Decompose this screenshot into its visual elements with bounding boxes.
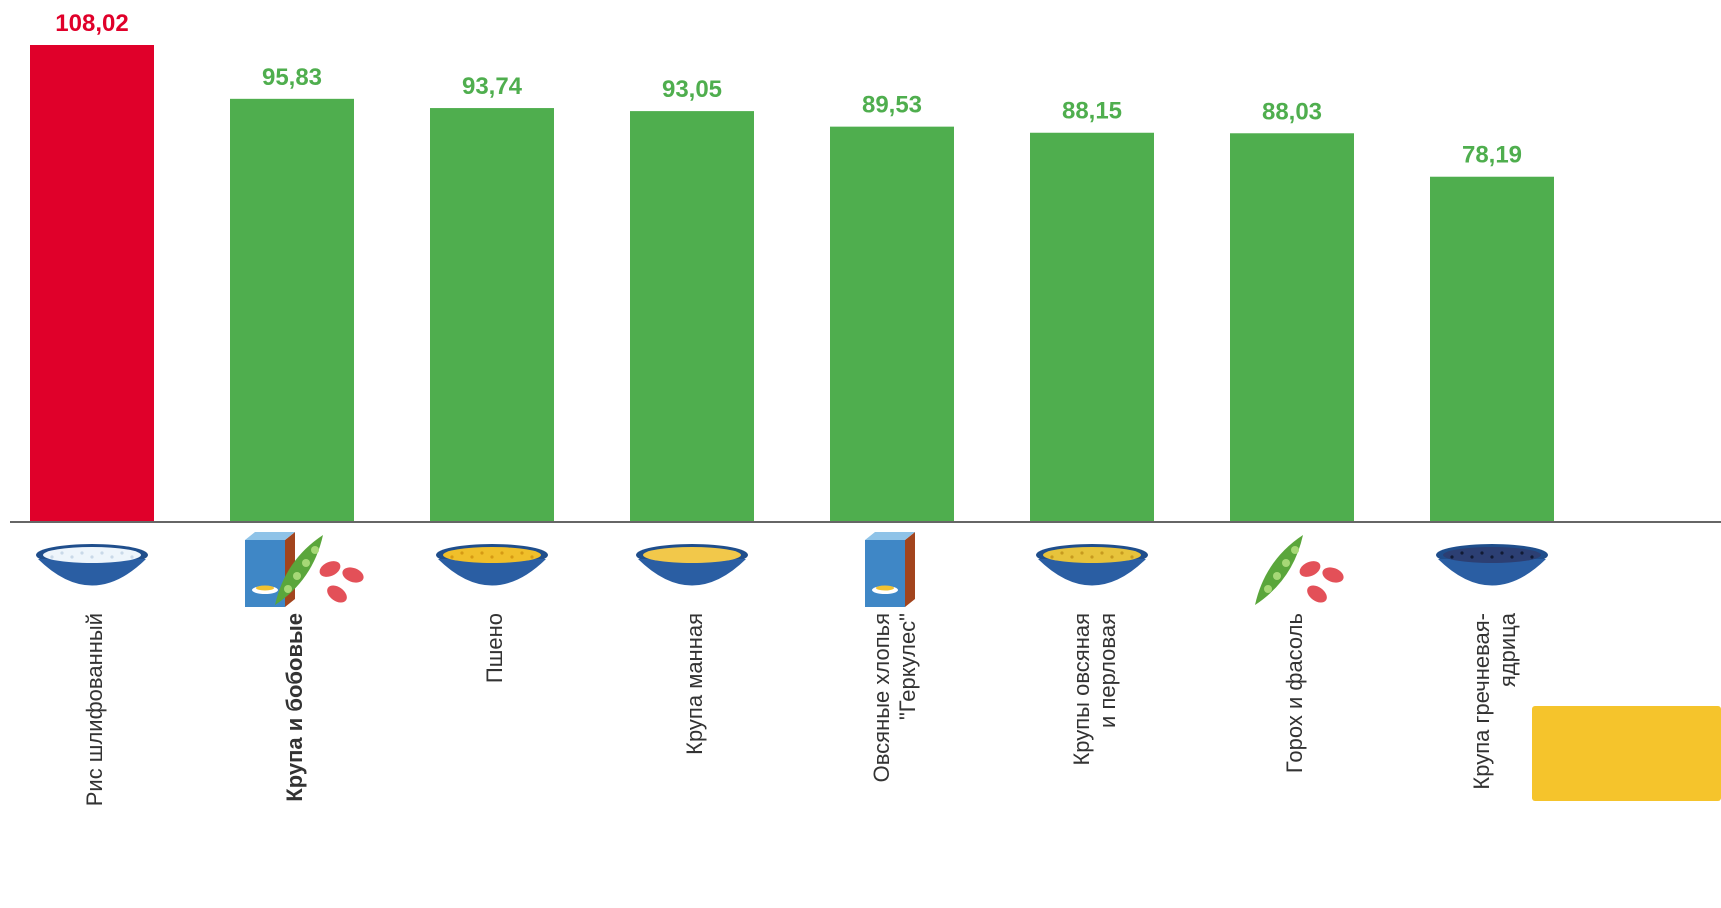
bars-group <box>30 45 1554 523</box>
pea-pod-beans-icon <box>1255 535 1344 605</box>
category-label-line: Крупа гречневая- <box>1469 613 1494 790</box>
category-label-line: Пшено <box>482 613 507 683</box>
category-label: Пшено <box>482 613 507 683</box>
oat-flakes-box-icon <box>865 532 915 607</box>
value-label: 88,15 <box>1062 98 1122 125</box>
buckwheat-bowl-icon <box>1436 544 1548 586</box>
bar <box>230 98 354 523</box>
semolina-bowl-icon <box>636 544 748 586</box>
value-label: 88,03 <box>1262 98 1322 125</box>
value-label: 108,02 <box>55 10 128 37</box>
category-label: Рис шлифованный <box>82 613 107 806</box>
category-label: Крупа манная <box>682 613 707 755</box>
category-label: Крупа гречневая-ядрица <box>1469 612 1520 789</box>
category-label-line: Овсяные хлопья <box>869 613 894 782</box>
value-label: 78,19 <box>1462 142 1522 169</box>
category-label: Крупа и бобовые <box>282 613 307 802</box>
category-label-line: ядрица <box>1495 612 1520 687</box>
value-label: 93,74 <box>462 73 523 100</box>
bar <box>830 126 954 522</box>
bar <box>630 111 754 522</box>
category-label-line: Рис шлифованный <box>82 613 107 806</box>
category-label-line: "Геркулес" <box>895 613 920 720</box>
category-label-line: Крупы овсяная <box>1069 613 1094 766</box>
category-label: Крупы овсяная и перловая <box>1069 613 1120 766</box>
oat-barley-bowl-icon <box>1036 544 1148 586</box>
category-label: Горох и фасоль <box>1282 613 1307 773</box>
value-label: 93,05 <box>662 76 722 103</box>
category-label-line: Крупа манная <box>682 613 707 755</box>
bar <box>430 108 554 522</box>
bar <box>30 45 154 522</box>
rice-bowl-icon <box>36 544 148 586</box>
value-labels-group: 108,02 95,83 93,74 93,05 89,53 88,15 88,03 78,1… <box>55 10 1522 169</box>
value-label: 89,53 <box>862 92 922 119</box>
corner-badge <box>1532 706 1721 801</box>
category-labels-group: Рис шлифованный Крупа и бобовые Пшено Крупа… <box>82 612 1520 806</box>
category-label: Овсяные хлопья "Геркулес" <box>869 613 920 782</box>
category-label-line: и перловая <box>1095 613 1120 728</box>
category-icons-group <box>36 532 1548 607</box>
category-label-line: Крупа и бобовые <box>282 613 307 802</box>
millet-bowl-icon <box>436 544 548 586</box>
bar <box>1430 176 1554 522</box>
cereal-box-beans-icon <box>245 532 364 607</box>
category-label-line: Горох и фасоль <box>1282 613 1307 773</box>
bar <box>1230 133 1354 522</box>
bar <box>1030 132 1154 522</box>
value-label: 95,83 <box>262 64 322 91</box>
